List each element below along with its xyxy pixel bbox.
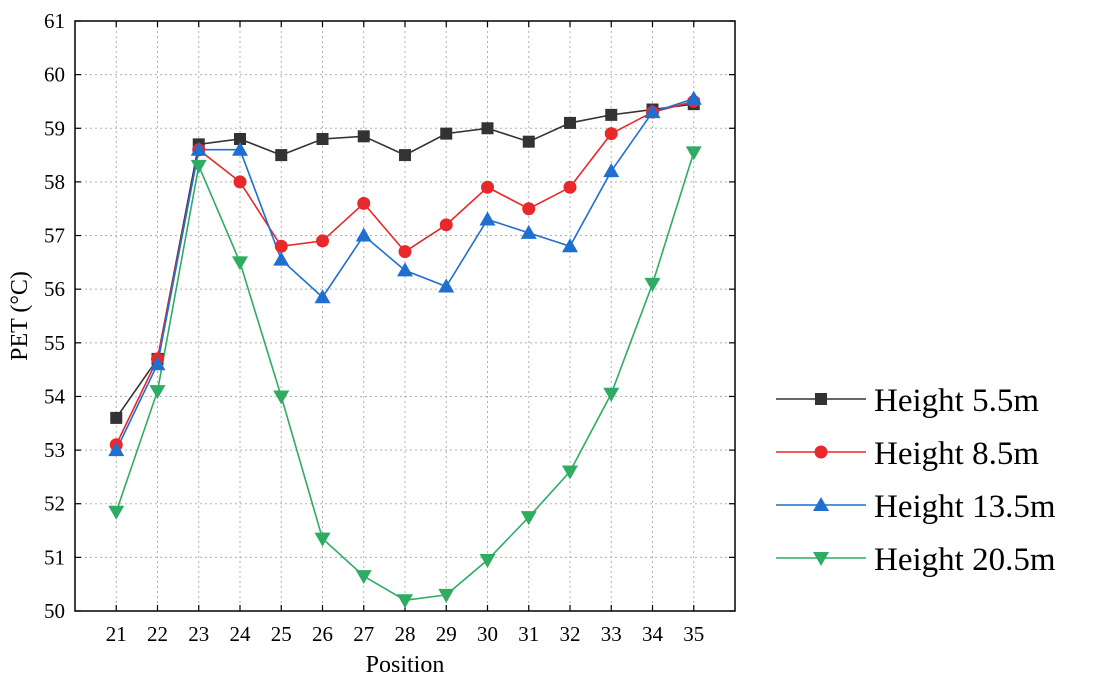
legend-label-3: Height 20.5m	[874, 542, 1056, 578]
data-point-s1-28	[398, 245, 412, 259]
data-point-s3-25	[273, 390, 290, 405]
data-point-s3-27	[355, 570, 372, 585]
data-point-s3-26	[314, 532, 331, 547]
y-tick-label: 53	[44, 438, 65, 462]
data-point-s0-27	[357, 130, 370, 143]
axis-ticks: 21 22 23 24 25 26 27 28 29 30 31 32 33 34 35 50 51 52 53 54…	[44, 9, 735, 646]
grid	[75, 20, 735, 612]
y-tick-label: 60	[44, 63, 65, 87]
data-point-s3-33	[603, 387, 620, 402]
legend-label-0: Height 5.5m	[874, 383, 1039, 419]
x-tick-label: 22	[147, 622, 168, 646]
data-point-s1-30	[481, 180, 494, 194]
x-tick-label: 25	[271, 622, 292, 646]
legend-marker-3	[813, 552, 829, 566]
data-point-s2-21	[108, 442, 125, 457]
legend-label-1: Height 8.5m	[874, 436, 1039, 472]
data-point-s2-30	[479, 211, 496, 226]
data-point-s1-25	[274, 239, 288, 253]
data-point-s0-29	[440, 127, 453, 140]
data-point-s0-26	[316, 133, 329, 145]
y-tick-label: 57	[44, 224, 65, 248]
data-point-s2-32	[562, 238, 578, 253]
data-point-s2-27	[355, 227, 372, 242]
x-tick-label: 21	[106, 622, 127, 646]
x-tick-label: 30	[477, 622, 498, 646]
data-point-s2-35	[685, 90, 702, 105]
x-tick-label: 34	[642, 622, 664, 646]
series-markers	[108, 90, 702, 609]
y-axis-label: PET (°C)	[7, 271, 33, 361]
data-point-s2-34	[644, 104, 661, 119]
y-tick-label: 58	[44, 170, 65, 194]
data-point-s0-31	[522, 135, 535, 148]
data-point-s0-24	[234, 133, 246, 145]
data-point-s0-28	[399, 149, 411, 162]
y-tick-label: 59	[44, 116, 65, 140]
y-tick-label: 54	[44, 384, 66, 408]
legend-label-2: Height 13.5m	[874, 489, 1056, 525]
data-point-s3-31	[520, 511, 537, 526]
y-tick-label: 52	[44, 492, 65, 516]
data-point-s2-31	[520, 224, 537, 239]
data-point-s3-21	[108, 505, 125, 520]
x-tick-label: 24	[230, 622, 252, 646]
data-point-s3-28	[397, 594, 413, 609]
x-tick-label: 31	[518, 622, 539, 646]
y-tick-label: 56	[44, 277, 65, 301]
legend-marker-1	[814, 445, 828, 459]
x-tick-label: 27	[353, 622, 374, 646]
data-point-s1-27	[357, 196, 371, 210]
data-point-s3-23	[190, 159, 207, 174]
data-point-s3-29	[438, 588, 455, 603]
data-point-s3-34	[644, 277, 661, 292]
data-point-s0-30	[481, 122, 494, 135]
data-point-s1-31	[522, 202, 536, 216]
data-point-s2-25	[273, 251, 290, 266]
data-point-s3-30	[479, 554, 496, 569]
data-point-s2-23	[190, 141, 207, 156]
data-point-s1-33	[604, 127, 618, 141]
y-tick-label: 55	[44, 331, 65, 355]
data-point-s0-33	[605, 108, 618, 121]
data-point-s2-28	[397, 262, 413, 277]
data-point-s3-22	[149, 385, 166, 400]
data-point-s0-21	[110, 411, 123, 424]
x-tick-label: 26	[312, 622, 333, 646]
data-point-s0-32	[564, 116, 576, 129]
x-tick-label: 35	[683, 622, 704, 646]
data-point-s2-24	[232, 141, 248, 156]
data-point-s1-32	[563, 180, 577, 194]
data-point-s3-35	[685, 146, 702, 161]
data-point-s1-24	[233, 175, 247, 189]
legend-marker-0	[815, 393, 827, 405]
x-tick-label: 23	[188, 622, 209, 646]
x-tick-label: 29	[436, 622, 457, 646]
y-tick-label: 51	[44, 545, 65, 569]
data-point-s1-26	[316, 234, 329, 248]
x-tick-label: 28	[395, 622, 416, 646]
data-point-s1-29	[439, 218, 453, 232]
data-point-s3-32	[562, 465, 578, 480]
x-tick-label: 33	[601, 622, 622, 646]
data-point-s0-25	[275, 149, 288, 162]
x-axis-label: Position	[366, 652, 445, 678]
data-point-s3-24	[232, 256, 248, 271]
y-tick-label: 61	[44, 9, 65, 33]
data-point-s2-29	[438, 278, 455, 293]
x-tick-label: 32	[560, 622, 581, 646]
data-point-s2-22	[149, 356, 166, 371]
data-point-s2-33	[603, 163, 620, 178]
legend: Height 5.5m Height 8.5m Height 13.5m Height…	[776, 383, 1056, 578]
legend-marker-2	[813, 497, 829, 511]
data-point-s2-26	[314, 289, 331, 304]
y-tick-label: 50	[44, 599, 65, 623]
